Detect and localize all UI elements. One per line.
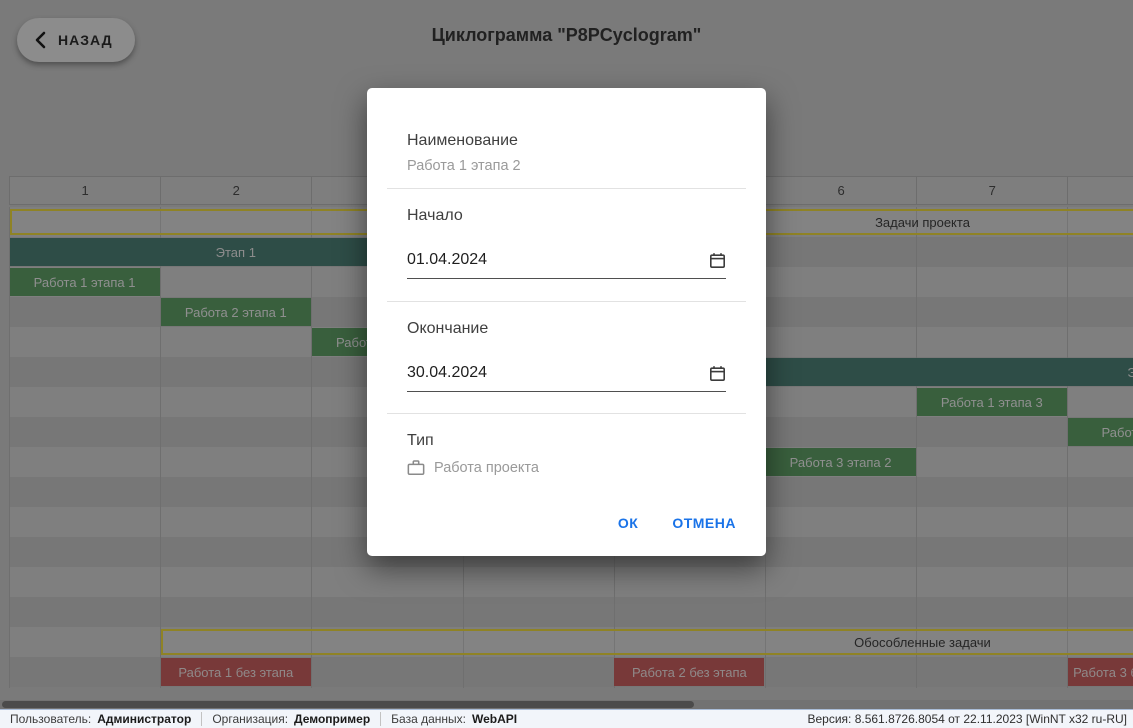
chart-bar-label: Работа 1 этапа 3 [940, 394, 1043, 410]
end-date-label: Окончание [407, 320, 489, 337]
grid-line [916, 207, 918, 688]
end-date-picker-button[interactable] [709, 365, 726, 382]
grid-line [1067, 207, 1069, 688]
calendar-icon [709, 365, 725, 381]
status-bar: Пользователь: Администратор Организация: Де… [0, 709, 1133, 728]
grid-row [9, 627, 1133, 657]
column-header: 7 [916, 176, 1069, 205]
briefcase-icon [407, 460, 425, 476]
status-field-label: Организация: [212, 712, 289, 726]
back-button-label: НАЗАД [58, 32, 113, 48]
start-date-input[interactable]: 01.04.2024 [407, 251, 726, 279]
grid-row [9, 597, 1133, 627]
type-selector[interactable]: Работа проекта [407, 459, 726, 476]
start-date-value[interactable]: 01.04.2024 [407, 251, 488, 268]
dialog-actions: ОК ОТМЕНА [367, 507, 766, 556]
chart-bar[interactable]: Работа 1 этапа 3 [916, 388, 1067, 416]
back-button[interactable]: НАЗАД [17, 18, 135, 62]
type-value: Работа проекта [434, 459, 539, 476]
cancel-button[interactable]: ОТМЕНА [662, 507, 746, 539]
chart-bar[interactable]: Этап 3 [765, 358, 1133, 386]
chart-bar-label: Работа 2 этапа 3 [1101, 424, 1133, 440]
chart-bar[interactable]: Работа 2 этапа 3 [1067, 418, 1133, 446]
chart-bar-label: Задачи проекта [875, 214, 970, 230]
column-header: 1 [9, 176, 162, 205]
divider [387, 301, 746, 302]
divider [387, 413, 746, 414]
chart-bar-label: Работа 2 без этапа [631, 664, 747, 680]
status-field-value: Администратор [97, 712, 192, 726]
status-field-value: WebAPI [471, 712, 518, 726]
task-edit-dialog: Наименование Работа 1 этапа 2 Начало 01.… [367, 88, 766, 556]
chart-bar[interactable]: Обособленные задачи [160, 629, 1133, 655]
chart-bar[interactable]: Работа 1 без этапа [160, 658, 311, 686]
chart-bar[interactable]: Работа 3 этапа 2 [765, 448, 916, 476]
chart-bar-label: Работа 3 этапа 2 [789, 454, 892, 470]
chart-bar[interactable]: Работа 2 без этапа [614, 658, 765, 686]
chart-bar-label: Работа 2 этапа 1 [184, 304, 287, 320]
column-header: 6 [765, 176, 918, 205]
chevron-left-icon [35, 31, 46, 49]
chart-bar-label: Обособленные задачи [854, 634, 991, 650]
status-field: База данных: WebAPI [380, 712, 527, 726]
status-field-label: Пользователь: [10, 712, 92, 726]
status-field: Пользователь: Администратор [0, 712, 201, 726]
grid-row [9, 567, 1133, 597]
chart-bar-label: Работа 3 без этапа [1073, 664, 1133, 680]
start-date-picker-button[interactable] [709, 252, 726, 269]
start-date-label: Начало [407, 207, 463, 224]
name-field-value[interactable]: Работа 1 этапа 2 [407, 158, 521, 174]
calendar-icon [709, 252, 725, 268]
chart-bar-label: Этап 3 [1127, 364, 1133, 380]
horizontal-scrollbar-thumb[interactable] [2, 701, 694, 708]
status-field-value: Демопример [294, 712, 371, 726]
grid-line [311, 207, 313, 688]
end-date-input[interactable]: 30.04.2024 [407, 364, 726, 392]
type-field-label: Тип [407, 432, 434, 449]
column-header: 8 [1067, 176, 1133, 205]
version-text: Версия: 8.561.8726.8054 от 22.11.2023 [W… [807, 712, 1127, 726]
chart-bar-label: Этап 1 [215, 244, 256, 260]
name-field-label: Наименование [407, 132, 518, 149]
grid-line [160, 207, 162, 688]
chart-bar-label: Работа 1 без этапа [178, 664, 294, 680]
end-date-value[interactable]: 30.04.2024 [407, 364, 488, 381]
chart-bar-label: Работа 1 этапа 1 [33, 274, 136, 290]
horizontal-scrollbar-track[interactable] [0, 700, 1133, 709]
column-header: 2 [160, 176, 313, 205]
status-field: Организация: Демопример [201, 712, 380, 726]
chart-bar[interactable]: Работа 2 этапа 1 [160, 298, 311, 326]
status-field-label: База данных: [391, 712, 466, 726]
chart-bar[interactable]: Работа 1 этапа 1 [9, 268, 160, 296]
divider [387, 188, 746, 189]
chart-bar[interactable]: Работа 3 без этапа [1067, 658, 1133, 686]
grid-line [9, 207, 10, 688]
ok-button[interactable]: ОК [608, 507, 648, 539]
page-title: Циклограмма "P8PCyclogram" [431, 25, 702, 45]
